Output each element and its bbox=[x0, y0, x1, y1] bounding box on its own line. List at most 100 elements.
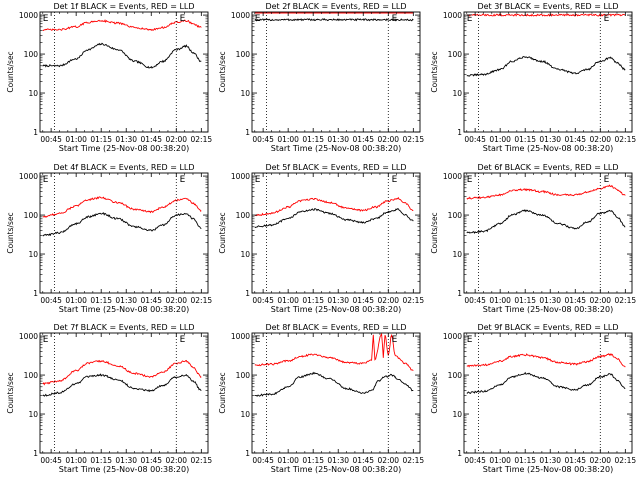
x-tick-label: 01:30 bbox=[539, 296, 561, 305]
panel-title: Det 7f BLACK = Events, RED = LLD bbox=[53, 323, 194, 332]
y-tick-label: 100 bbox=[24, 50, 39, 59]
x-tick-label: 01:00 bbox=[65, 135, 87, 144]
panel-det-5: Det 5f BLACK = Events, RED = LLD E E 1 10 100… bbox=[218, 163, 424, 314]
x-tick-label: 02:15 bbox=[615, 456, 637, 465]
series-line-lld bbox=[254, 196, 414, 217]
event-marker-label: E bbox=[604, 175, 610, 185]
plot-frame bbox=[251, 11, 421, 133]
x-tick-label: 01:30 bbox=[539, 135, 561, 144]
x-tick-label: 02:00 bbox=[589, 296, 611, 305]
event-marker-label: E bbox=[43, 335, 49, 345]
series-line-events bbox=[466, 371, 626, 394]
x-tick-label: 00:45 bbox=[464, 456, 486, 465]
x-tick-label: 02:15 bbox=[403, 135, 425, 144]
x-tick-label: 02:15 bbox=[191, 296, 213, 305]
event-marker-label: E bbox=[180, 14, 186, 24]
y-axis-label: Counts/sec bbox=[6, 372, 15, 413]
event-marker-label: E bbox=[255, 335, 261, 345]
x-tick-label: 02:15 bbox=[615, 296, 637, 305]
y-tick-label: 100 bbox=[448, 211, 463, 220]
event-marker-label: E bbox=[43, 175, 49, 185]
event-marker-label: E bbox=[392, 14, 398, 24]
y-tick-label: 1 bbox=[245, 289, 250, 298]
plot-frame bbox=[463, 172, 633, 294]
y-tick-label: 1 bbox=[457, 289, 462, 298]
event-marker-label: E bbox=[604, 335, 610, 345]
series-line-lld bbox=[254, 332, 414, 371]
x-tick-label: 01:45 bbox=[140, 456, 162, 465]
x-tick-label: 01:45 bbox=[140, 135, 162, 144]
event-marker-label: E bbox=[467, 175, 473, 185]
y-tick-label: 100 bbox=[448, 371, 463, 380]
x-tick-label: 01:00 bbox=[489, 135, 511, 144]
event-marker-label: E bbox=[467, 335, 473, 345]
panel-title: Det 9f BLACK = Events, RED = LLD bbox=[477, 323, 618, 332]
panel-det-8: Det 8f BLACK = Events, RED = LLD E E 1 10 100… bbox=[218, 323, 424, 474]
x-tick-label: 02:00 bbox=[165, 135, 187, 144]
y-tick-label: 1000 bbox=[443, 332, 462, 341]
x-tick-label: 01:30 bbox=[115, 456, 137, 465]
x-axis-label: Start Time (25-Nov-08 00:38:20) bbox=[483, 465, 613, 474]
x-axis-label: Start Time (25-Nov-08 00:38:20) bbox=[483, 144, 613, 153]
x-tick-label: 02:15 bbox=[403, 456, 425, 465]
event-marker-label: E bbox=[180, 175, 186, 185]
x-tick-label: 01:00 bbox=[65, 456, 87, 465]
series-line-lld bbox=[466, 352, 626, 368]
event-marker-label: E bbox=[604, 14, 610, 24]
x-axis-label: Start Time (25-Nov-08 00:38:20) bbox=[59, 144, 189, 153]
x-tick-label: 01:00 bbox=[277, 296, 299, 305]
x-tick-label: 01:15 bbox=[514, 135, 536, 144]
series-line-events bbox=[42, 373, 202, 397]
panel-title: Det 5f BLACK = Events, RED = LLD bbox=[265, 163, 406, 172]
y-tick-label: 1000 bbox=[231, 172, 250, 181]
x-axis-label: Start Time (25-Nov-08 00:38:20) bbox=[271, 305, 401, 314]
y-axis-label: Counts/sec bbox=[6, 212, 15, 253]
y-tick-label: 1 bbox=[457, 128, 462, 137]
x-tick-label: 01:30 bbox=[539, 456, 561, 465]
panel-title: Det 6f BLACK = Events, RED = LLD bbox=[477, 163, 618, 172]
y-tick-label: 1000 bbox=[443, 172, 462, 181]
event-marker-label: E bbox=[467, 14, 473, 24]
y-tick-label: 1 bbox=[33, 289, 38, 298]
plot-frame bbox=[39, 332, 209, 454]
plot-frame bbox=[463, 332, 633, 454]
x-axis-label: Start Time (25-Nov-08 00:38:20) bbox=[59, 465, 189, 474]
y-tick-label: 100 bbox=[448, 50, 463, 59]
series-line-lld bbox=[466, 184, 626, 200]
y-tick-label: 10 bbox=[28, 89, 38, 98]
x-tick-label: 01:30 bbox=[327, 456, 349, 465]
x-tick-label: 02:15 bbox=[191, 135, 213, 144]
panel-det-2: Det 2f BLACK = Events, RED = LLD E E 1 10 100… bbox=[218, 2, 424, 153]
x-tick-label: 00:45 bbox=[464, 296, 486, 305]
x-tick-label: 01:15 bbox=[90, 135, 112, 144]
x-axis-label: Start Time (25-Nov-08 00:38:20) bbox=[271, 144, 401, 153]
x-tick-label: 01:15 bbox=[90, 296, 112, 305]
event-marker-label: E bbox=[43, 14, 49, 24]
event-marker-label: E bbox=[180, 335, 186, 345]
x-tick-label: 01:15 bbox=[90, 456, 112, 465]
series-line-events bbox=[42, 212, 202, 237]
event-marker-label: E bbox=[255, 175, 261, 185]
x-tick-label: 01:15 bbox=[302, 135, 324, 144]
x-tick-label: 00:45 bbox=[40, 456, 62, 465]
panel-title: Det 3f BLACK = Events, RED = LLD bbox=[477, 2, 618, 11]
y-tick-label: 1000 bbox=[19, 332, 38, 341]
y-axis-label: Counts/sec bbox=[430, 372, 439, 413]
x-tick-label: 01:45 bbox=[564, 296, 586, 305]
panel-title: Det 8f BLACK = Events, RED = LLD bbox=[265, 323, 406, 332]
x-axis-label: Start Time (25-Nov-08 00:38:20) bbox=[483, 305, 613, 314]
x-tick-label: 02:15 bbox=[191, 456, 213, 465]
y-tick-label: 100 bbox=[24, 371, 39, 380]
y-tick-label: 1 bbox=[245, 449, 250, 458]
plot-frame bbox=[251, 172, 421, 294]
y-tick-label: 10 bbox=[240, 250, 250, 259]
y-tick-label: 10 bbox=[28, 410, 38, 419]
y-axis-label: Counts/sec bbox=[218, 212, 227, 253]
panel-det-3: Det 3f BLACK = Events, RED = LLD E E 1 10 100… bbox=[430, 2, 636, 153]
series-line-events bbox=[254, 208, 414, 229]
x-tick-label: 01:30 bbox=[115, 135, 137, 144]
series-line-events bbox=[466, 56, 626, 77]
event-marker-label: E bbox=[392, 175, 398, 185]
y-tick-label: 1000 bbox=[231, 11, 250, 20]
plot-frame bbox=[463, 11, 633, 133]
